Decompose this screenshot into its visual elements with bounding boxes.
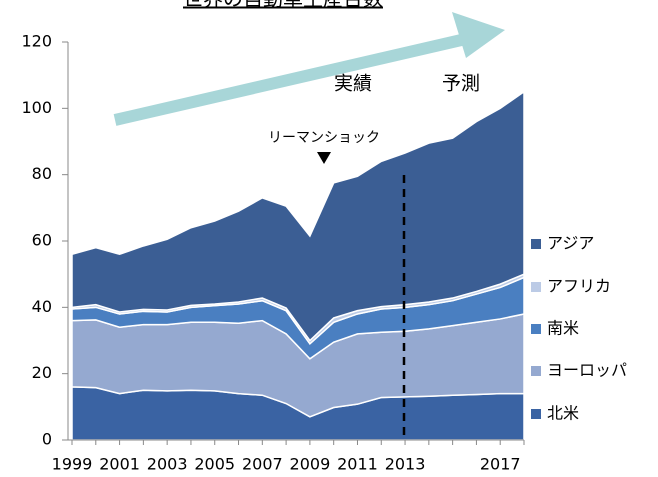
legend-label: 南米 — [547, 319, 579, 338]
y-tick-label: 20 — [32, 363, 52, 382]
y-tick-label: 60 — [32, 231, 52, 250]
plot-area — [71, 90, 525, 441]
legend-swatch — [531, 324, 541, 334]
x-tick-label: 2007 — [242, 455, 283, 474]
x-tick-label: 2003 — [147, 455, 188, 474]
y-tick-label: 80 — [32, 164, 52, 183]
x-tick-label: 2005 — [194, 455, 235, 474]
annotation: 予測 — [442, 73, 480, 95]
x-tick-label: 2017 — [480, 455, 521, 474]
y-tick-label: 100 — [21, 98, 52, 117]
legend-label: アジア — [547, 234, 594, 253]
legend-swatch — [531, 239, 541, 249]
x-tick-label: 2009 — [290, 455, 331, 474]
trend-arrow — [113, 32, 472, 126]
legend-swatch — [531, 366, 541, 376]
legend-label: アフリカ — [547, 277, 611, 296]
x-tick-label: 2013 — [385, 455, 426, 474]
legend-swatch — [531, 282, 541, 292]
annotation: リーマンショック — [268, 130, 380, 146]
annotation-marker — [317, 152, 331, 164]
annotation: 実績 — [334, 73, 372, 95]
y-tick-label: 120 — [21, 32, 52, 51]
legend-swatch — [531, 409, 541, 419]
legend-label: 北米 — [547, 404, 579, 423]
area — [71, 90, 525, 342]
legend-label: ヨーロッパ — [547, 361, 627, 380]
chart-title: 世界の自動車生産台数 — [183, 0, 383, 11]
y-tick-label: 40 — [32, 297, 52, 316]
y-tick-label: 0 — [42, 430, 52, 449]
x-tick-label: 2011 — [337, 455, 378, 474]
x-tick-label: 2001 — [99, 455, 140, 474]
x-tick-label: 1999 — [52, 455, 93, 474]
trend-arrow-head — [452, 12, 505, 58]
